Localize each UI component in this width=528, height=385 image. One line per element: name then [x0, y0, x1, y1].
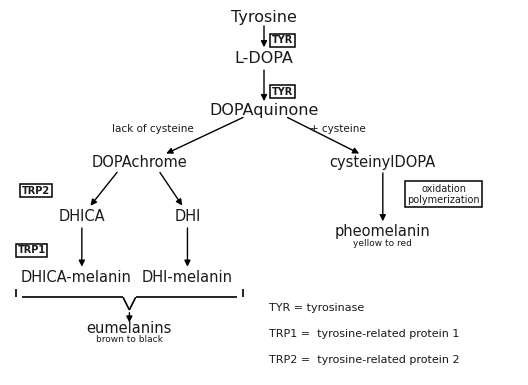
Text: brown to black: brown to black: [96, 335, 163, 344]
Text: TRP2 =  tyrosine-related protein 2: TRP2 = tyrosine-related protein 2: [269, 355, 460, 365]
Text: yellow to red: yellow to red: [353, 239, 412, 248]
Text: TYR: TYR: [272, 35, 293, 45]
Text: + cysteine: + cysteine: [310, 124, 366, 134]
Text: DOPAquinone: DOPAquinone: [209, 104, 319, 118]
Text: DOPAchrome: DOPAchrome: [92, 155, 188, 170]
Text: TYR: TYR: [272, 87, 293, 97]
Text: L-DOPA: L-DOPA: [234, 51, 294, 66]
Text: TRP2: TRP2: [22, 186, 50, 196]
Text: DHI: DHI: [174, 209, 201, 224]
Text: pheomelanin: pheomelanin: [335, 224, 431, 239]
Text: TRP1 =  tyrosine-related protein 1: TRP1 = tyrosine-related protein 1: [269, 329, 460, 339]
Text: oxidation
polymerization: oxidation polymerization: [407, 184, 480, 205]
Text: TRP1: TRP1: [17, 245, 46, 255]
Text: DHI-melanin: DHI-melanin: [142, 271, 233, 285]
Text: DHICA: DHICA: [59, 209, 105, 224]
Text: lack of cysteine: lack of cysteine: [112, 124, 194, 134]
Text: TYR = tyrosinase: TYR = tyrosinase: [269, 303, 364, 313]
Text: eumelanins: eumelanins: [87, 321, 172, 335]
Text: Tyrosine: Tyrosine: [231, 10, 297, 25]
Text: DHICA-melanin: DHICA-melanin: [21, 271, 132, 285]
Text: cysteinyIDOPA: cysteinyIDOPA: [329, 155, 436, 170]
